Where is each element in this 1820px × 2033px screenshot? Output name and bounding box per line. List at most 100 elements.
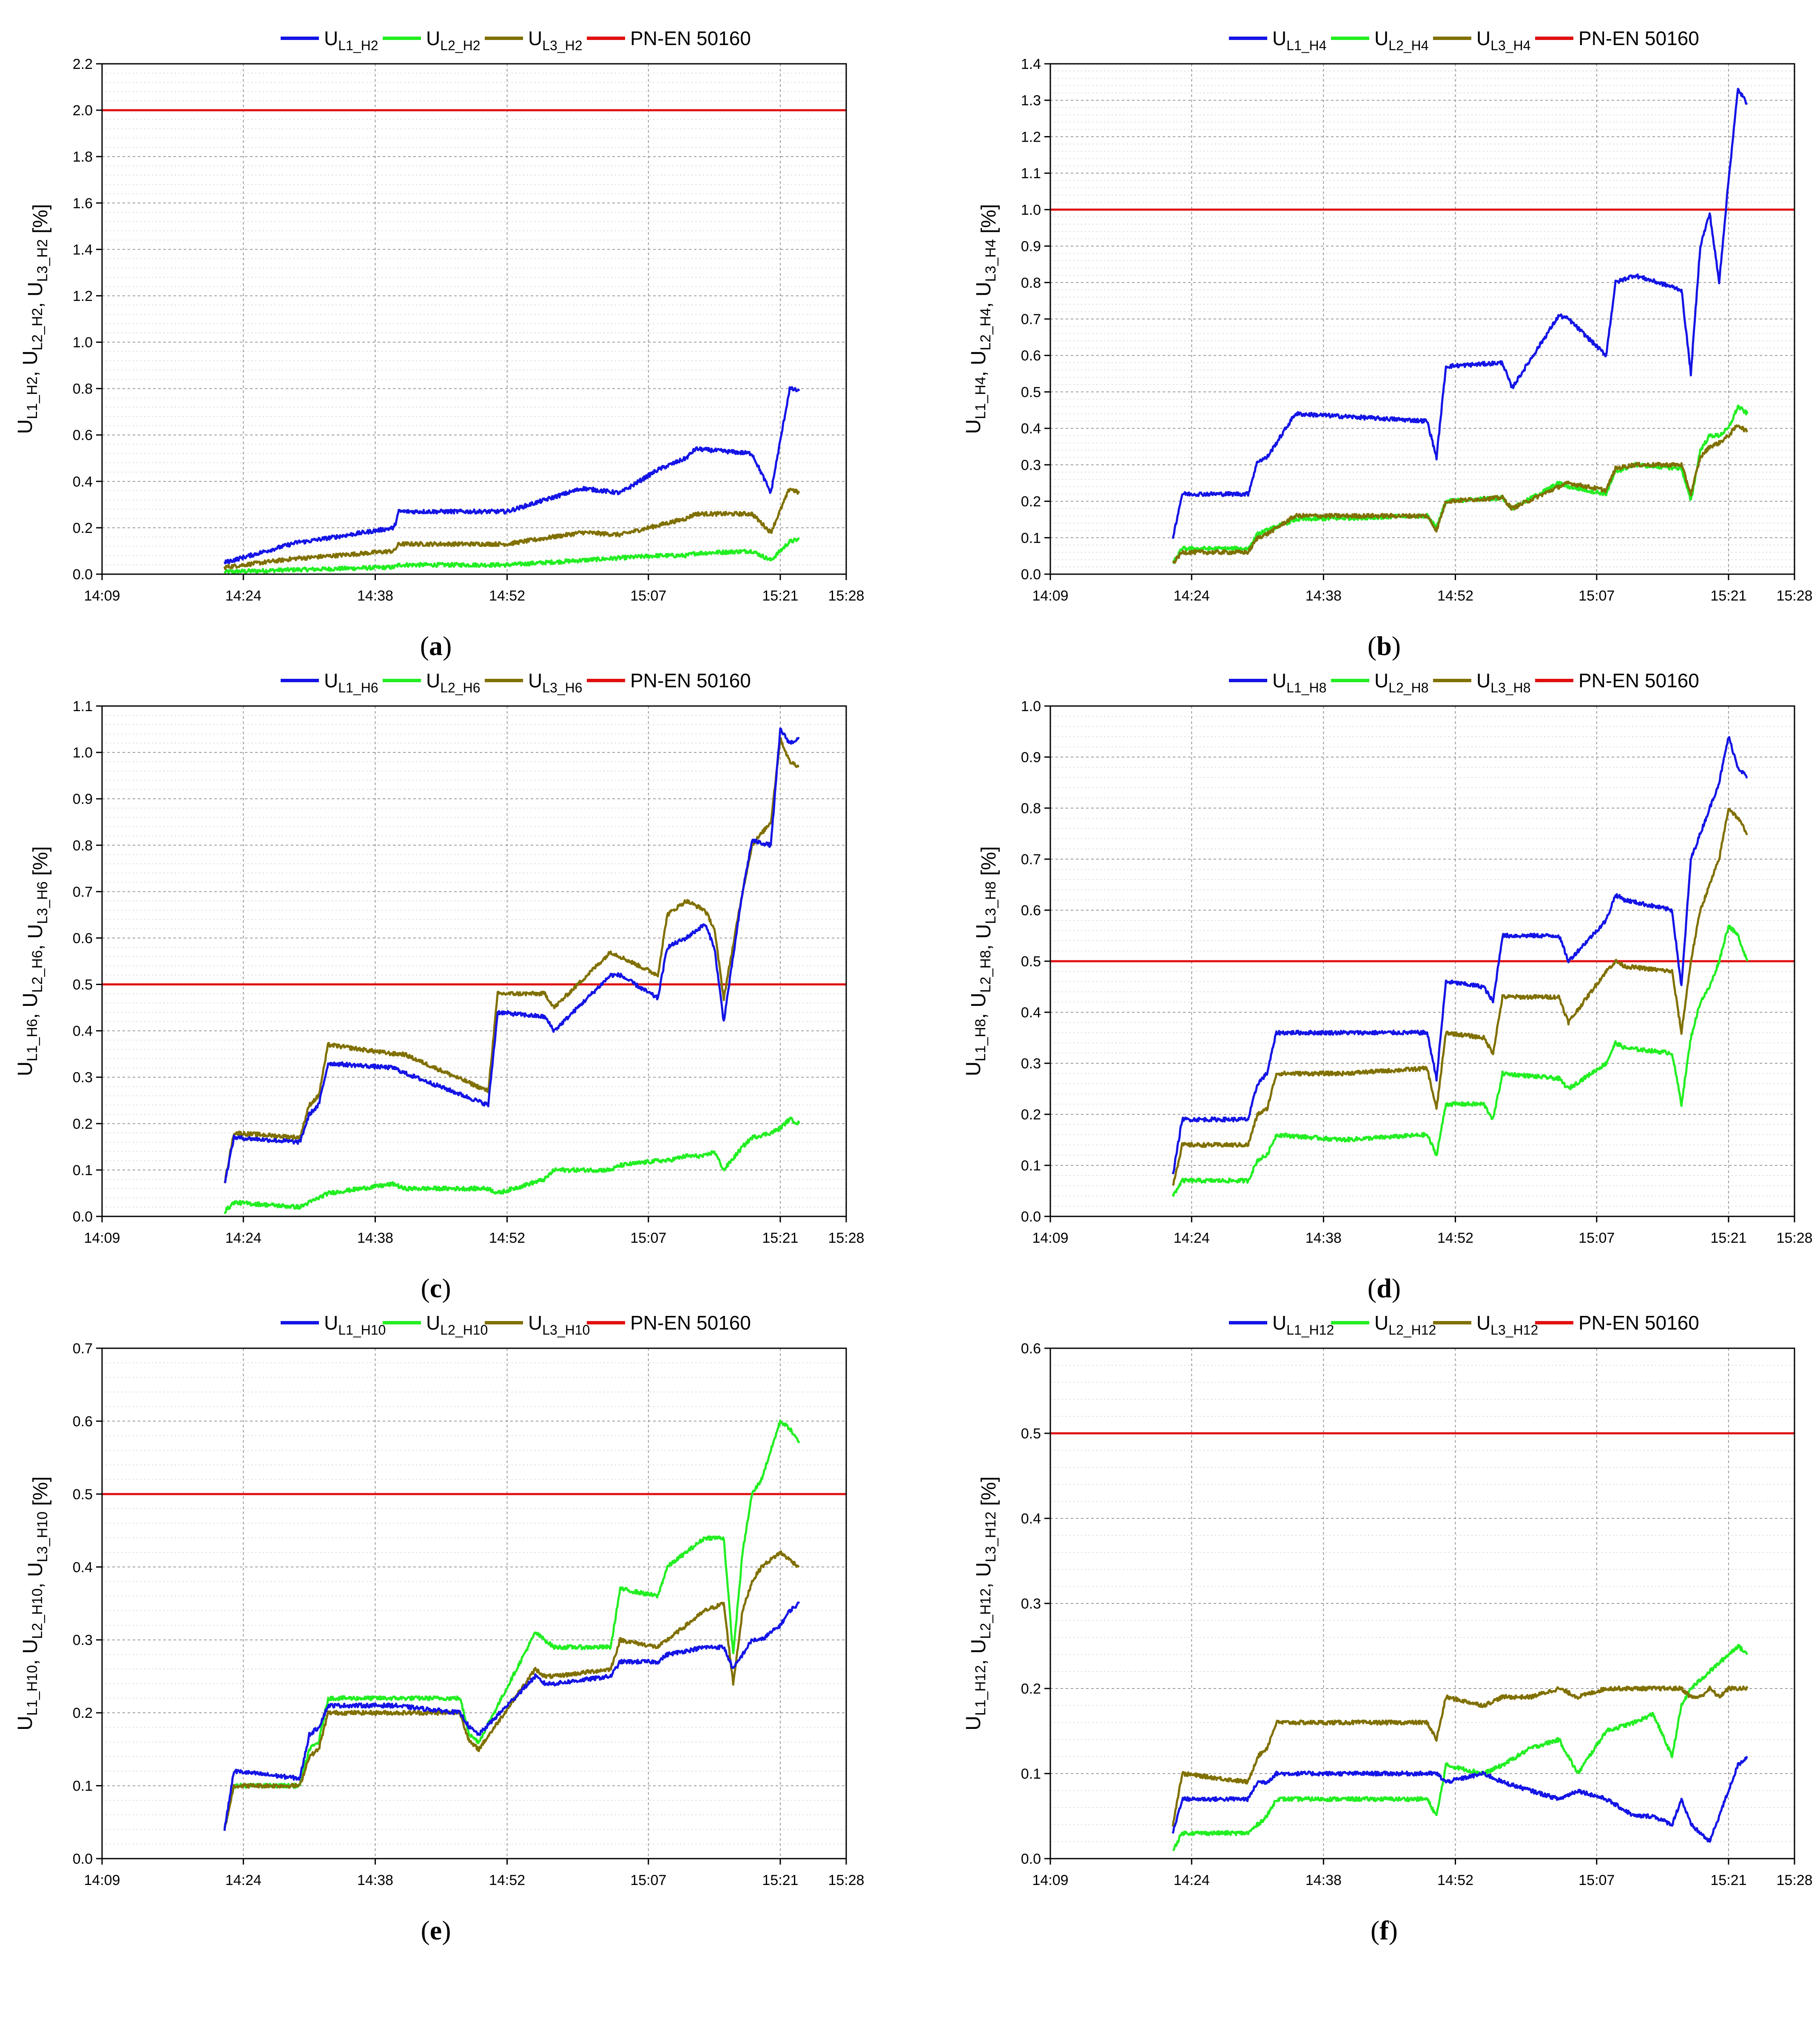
y-tick-label: 0.5: [73, 977, 93, 993]
legend-entry-limit: PN-EN 50160: [1535, 27, 1699, 49]
legend-entry-l3: UL3_H12: [1433, 1312, 1538, 1338]
y-tick-label: 0.2: [1021, 1681, 1041, 1697]
y-axis-label-sub: L2_H4: [978, 308, 994, 350]
legend-label-main: U: [528, 1312, 542, 1334]
chart-panel-a: 0.0 0.2 0.4 0.6 0.8 1.0 1.2 1.4 1.6 1.8 2.0 2.2 14:0…: [14, 27, 864, 661]
y-axis-label-text: , U: [19, 1639, 42, 1665]
y-axis-label-sub: L3_H12: [983, 1512, 999, 1562]
y-axis-label-sub: L3_H6: [34, 881, 51, 924]
legend-label-sub: L3_H4: [1490, 38, 1530, 53]
y-tick-label: 0.4: [73, 1023, 93, 1039]
chart-panel-e: 0.0 0.1 0.2 0.3 0.4 0.5 0.6 0.7 14:09 14:24 14:38 1…: [14, 1312, 864, 1945]
legend-entry-limit: PN-EN 50160: [587, 27, 751, 49]
y-axis-label-text: U: [14, 1062, 37, 1076]
legend-label: UL3_H10: [528, 1312, 590, 1338]
series-line-l2: [1172, 924, 1749, 1197]
legend-label-sub: L1_H4: [1286, 38, 1326, 53]
legend-entry-l1: UL1_H4: [1229, 27, 1327, 53]
caption-paren-close: ): [1392, 1273, 1401, 1303]
legend-label: UL2_H2: [426, 27, 481, 53]
x-tick-label: 14:24: [1174, 1872, 1210, 1888]
chart-panel-b: 0.0 0.1 0.2 0.3 0.4 0.5 0.6 0.7 0.8 0.9 1.0 1.1 1.2 1…: [962, 27, 1813, 661]
y-axis-label-sub: L3_H2: [34, 239, 51, 282]
y-axis-label: UL1_H10, UL2_H10, UL3_H10 [%]: [14, 1476, 52, 1730]
y-tick-label: 1.4: [1021, 56, 1041, 72]
legend-entry-l2: UL2_H8: [1331, 669, 1429, 695]
x-tick-label: 15:28: [828, 588, 864, 604]
y-axis-label-sub: L1_H2: [24, 376, 40, 419]
x-tick-label: 15:21: [1710, 588, 1746, 604]
legend-label: PN-EN 50160: [630, 669, 751, 692]
y-axis-label-sub: L3_H4: [983, 239, 999, 282]
series-line-l2: [223, 1116, 800, 1214]
y-axis-label-sub: L2_H12: [978, 1588, 994, 1639]
legend-label: UL3_H2: [528, 27, 583, 53]
legend-label-main: U: [324, 669, 338, 692]
y-tick-label: 1.8: [73, 149, 93, 165]
y-axis-label: UL1_H8, UL2_H8, UL3_H8 [%]: [962, 846, 1000, 1076]
legend-label-main: U: [1374, 1312, 1388, 1334]
y-tick-label: 0.6: [1021, 1341, 1041, 1357]
y-tick-label: 0.6: [73, 427, 93, 444]
y-tick-label: 2.0: [73, 103, 93, 119]
x-tick-label: 15:21: [762, 1230, 798, 1246]
y-axis-label-sub: L2_H2: [29, 308, 46, 350]
caption-paren-open: (: [421, 1273, 429, 1303]
y-tick-label: 1.2: [73, 288, 93, 304]
y-axis-label-text: , U: [24, 1562, 47, 1588]
y-axis-label-text: [%]: [29, 1476, 52, 1512]
caption-paren-close: ): [1392, 631, 1401, 661]
y-tick-label: 0.2: [1021, 1107, 1041, 1123]
y-axis-label-text: [%]: [29, 846, 52, 882]
y-axis-label-text: U: [962, 1062, 985, 1076]
y-axis-label-sub: L3_H8: [983, 881, 999, 924]
legend-entry-l1: UL1_H2: [281, 27, 378, 53]
x-tick-label: 14:38: [1305, 588, 1342, 604]
legend-label: PN-EN 50160: [630, 1312, 751, 1334]
series-line-l2: [1172, 1644, 1748, 1851]
y-axis-label-text: , U: [24, 282, 47, 308]
x-tick-label: 15:07: [630, 1230, 666, 1246]
series-line-l3: [1172, 424, 1748, 564]
series-line-l3: [223, 737, 800, 1184]
y-tick-label: 0.1: [73, 1778, 93, 1794]
y-axis-label: UL1_H2, UL2_H2, UL3_H2 [%]: [14, 204, 52, 434]
y-tick-label: 0.7: [1021, 851, 1041, 868]
x-tick-label: 15:28: [828, 1872, 864, 1888]
legend-label-main: U: [426, 1312, 440, 1334]
caption-paren-open: (: [421, 1915, 429, 1945]
caption-paren-close: ): [443, 631, 452, 661]
y-tick-label: 0.2: [1021, 494, 1041, 510]
x-tick-label: 14:09: [84, 1872, 120, 1888]
y-tick-label: 0.4: [1021, 1005, 1041, 1021]
x-tick-label: 14:09: [1032, 588, 1068, 604]
series-line-l1: [1172, 736, 1748, 1175]
x-tick-label: 14:09: [1032, 1230, 1068, 1246]
legend-label-main: U: [426, 27, 440, 49]
y-tick-label: 0.6: [1021, 348, 1041, 364]
x-tick-label: 14:52: [1437, 1872, 1473, 1888]
legend-label-sub: L3_H6: [542, 680, 582, 695]
series-line-l1: [223, 386, 800, 564]
y-tick-label: 0.1: [1021, 530, 1041, 546]
y-tick-label: 0.4: [73, 1559, 93, 1575]
y-tick-label: 0.5: [1021, 384, 1041, 400]
y-axis-label-sub: L1_H8: [973, 1019, 989, 1061]
legend-label-sub: L3_H8: [1490, 680, 1530, 695]
legend-label: PN-EN 50160: [630, 27, 751, 49]
caption-letter: f: [1379, 1915, 1389, 1945]
y-axis-label-sub: L1_H12: [973, 1665, 989, 1716]
caption-paren-open: (: [420, 631, 429, 661]
y-axis-label-text: U: [14, 1716, 37, 1731]
legend-label-sub: L2_H2: [440, 38, 480, 53]
y-axis-label-sub: L2_H10: [29, 1588, 46, 1639]
legend-label-sub: L2_H12: [1388, 1322, 1436, 1338]
legend-label: PN-EN 50160: [1578, 1312, 1699, 1334]
y-axis-label: UL1_H4, UL2_H4, UL3_H4 [%]: [962, 204, 1000, 434]
x-tick-label: 14:38: [357, 1230, 393, 1246]
x-tick-label: 14:38: [357, 588, 393, 604]
legend-label-main: PN-EN 50160: [1578, 669, 1699, 692]
y-axis-label-text: U: [962, 419, 985, 434]
legend-label: UL3_H6: [528, 669, 583, 695]
